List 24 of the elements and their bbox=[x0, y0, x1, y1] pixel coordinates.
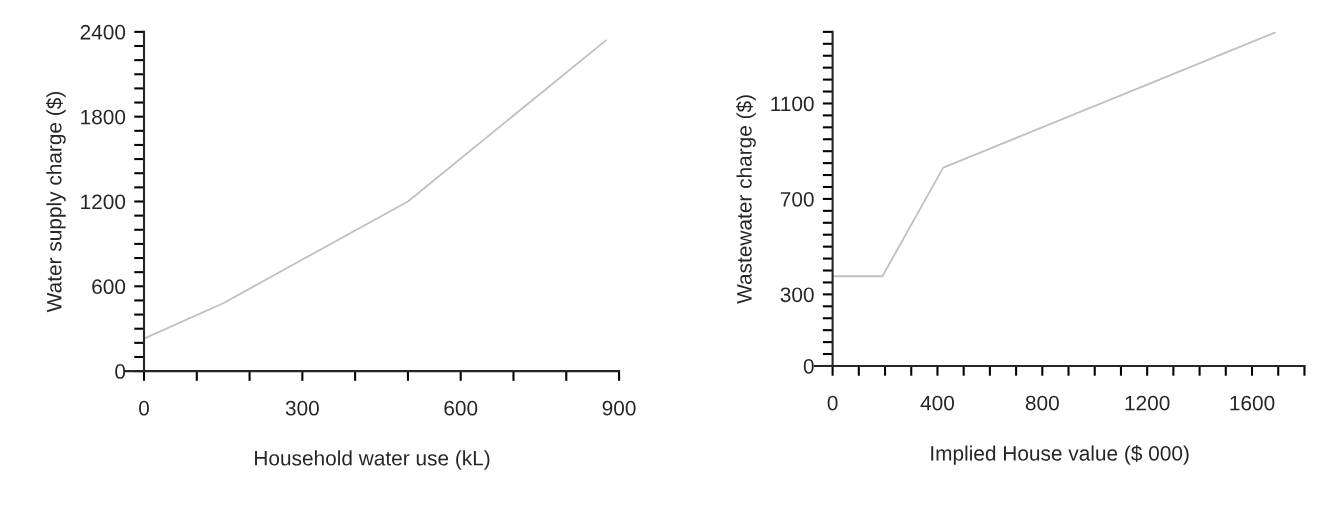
x-tick-label: 300 bbox=[285, 400, 319, 416]
x-tick-label: 900 bbox=[602, 400, 636, 416]
line-series bbox=[831, 31, 1276, 278]
y-tick-label: 1800 bbox=[81, 109, 126, 125]
x-tick-label: 1600 bbox=[1230, 395, 1275, 411]
x-tick-label: 400 bbox=[920, 395, 955, 411]
y-tick-label: 1100 bbox=[771, 96, 814, 112]
y-tick-label: 300 bbox=[780, 287, 814, 303]
x-tick-label: 0 bbox=[827, 395, 838, 411]
x-axis-title: Household water use (kL) bbox=[255, 450, 490, 470]
y-tick-label: 2400 bbox=[80, 24, 126, 40]
line-series bbox=[143, 39, 607, 340]
y-tick-label: 1200 bbox=[81, 194, 126, 210]
y-axis-title: Wastewater charge ($) bbox=[736, 95, 756, 304]
x-tick-label: 1200 bbox=[1125, 395, 1170, 411]
x-tick-label: 800 bbox=[1025, 395, 1059, 411]
y-tick-label: 0 bbox=[115, 364, 126, 379]
y-tick-label: 600 bbox=[92, 279, 126, 295]
y-tick-label: 0 bbox=[803, 358, 814, 374]
x-axis-title: Implied House value ($ 000) bbox=[931, 445, 1189, 465]
y-tick-label: 700 bbox=[780, 191, 814, 207]
x-tick-label: 600 bbox=[444, 400, 478, 416]
y-axis-title: Water supply charge ($) bbox=[45, 92, 66, 313]
x-tick-label: 0 bbox=[139, 400, 149, 416]
